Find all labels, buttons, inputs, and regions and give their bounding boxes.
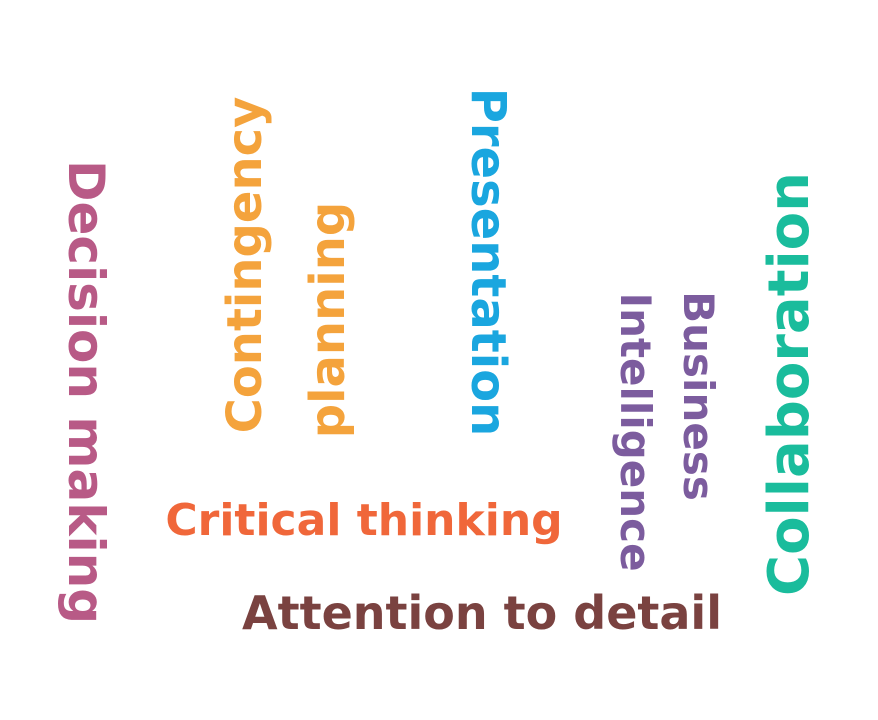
word-intelligence: Intelligence [611,292,660,572]
word-critical-thinking: Critical thinking [165,495,563,546]
word-decision-making: Decision making [57,159,115,625]
word-business: Business [674,291,723,501]
word-collaboration: Collaboration [757,171,822,597]
word-planning: planning [300,201,356,439]
word-contingency: Contingency [217,96,273,434]
word-presentation: Presentation [460,87,516,437]
word-attention-to-detail: Attention to detail [242,586,722,640]
